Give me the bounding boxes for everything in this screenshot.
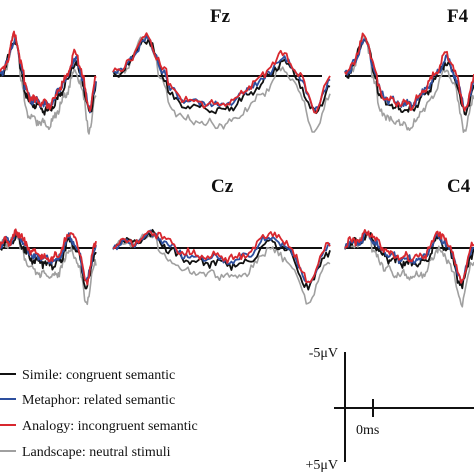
electrode-label-f4: F4 bbox=[447, 6, 469, 27]
legend-item-simile: Simile: congruent semantic bbox=[0, 368, 175, 383]
legend-label-simile: Simile: congruent semantic bbox=[22, 368, 175, 383]
waveform-metaphor-r0c2 bbox=[344, 38, 474, 111]
legend: Simile: congruent semantic Metaphor: rel… bbox=[0, 368, 198, 460]
waveform-analogy-r0c2 bbox=[344, 32, 474, 112]
waveform-analogy-r0c0 bbox=[0, 30, 97, 112]
legend-label-landscape: Landscape: neutral stimuli bbox=[22, 445, 171, 460]
waveform-landscape-r0c0 bbox=[0, 32, 97, 135]
legend-label-analogy: Analogy: incongruent semantic bbox=[22, 419, 198, 434]
electrode-label-c4: C4 bbox=[447, 176, 471, 197]
erp-panels bbox=[0, 30, 474, 308]
waveform-landscape-r0c1 bbox=[112, 35, 331, 133]
waveform-simile-r0c1 bbox=[112, 38, 331, 115]
legend-item-landscape: Landscape: neutral stimuli bbox=[0, 445, 171, 460]
waveform-landscape-r0c2 bbox=[344, 34, 474, 133]
scale-bar: -5μV +5μV 0ms bbox=[305, 346, 474, 473]
waveform-analogy-r1c2 bbox=[344, 228, 474, 284]
legend-item-analogy: Analogy: incongruent semantic bbox=[0, 419, 198, 434]
waveform-analogy-r1c1 bbox=[112, 230, 331, 284]
scale-label-positive: +5μV bbox=[305, 458, 338, 473]
scale-label-zero-ms: 0ms bbox=[356, 423, 379, 438]
waveform-analogy-r0c1 bbox=[112, 32, 331, 114]
waveform-landscape-r1c2 bbox=[344, 232, 474, 308]
legend-item-metaphor: Metaphor: related semantic bbox=[0, 393, 175, 408]
waveform-simile-r1c1 bbox=[112, 228, 331, 291]
electrode-label-cz: Cz bbox=[211, 176, 234, 197]
waveform-landscape-r1c1 bbox=[112, 233, 331, 305]
electrode-label-fz: Fz bbox=[210, 6, 231, 27]
legend-label-metaphor: Metaphor: related semantic bbox=[22, 393, 175, 408]
scale-label-negative: -5μV bbox=[309, 346, 338, 361]
waveform-analogy-r1c0 bbox=[0, 228, 97, 286]
